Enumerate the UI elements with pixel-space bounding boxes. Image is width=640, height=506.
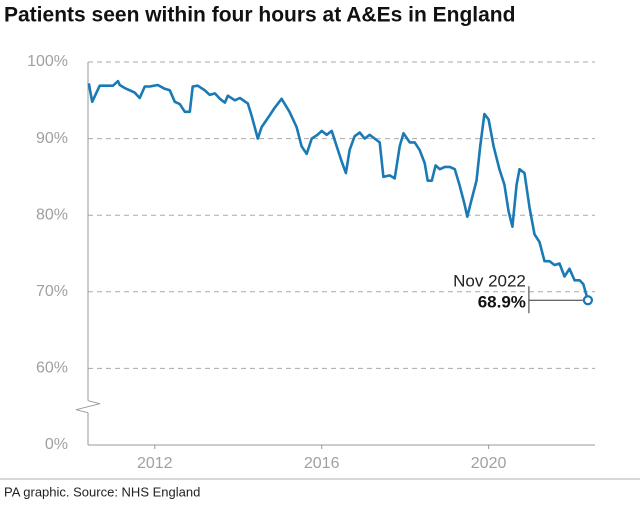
y-tick-label: 90% — [36, 130, 68, 147]
chart-title: Patients seen within four hours at A&Es … — [4, 4, 515, 27]
last-point — [582, 295, 594, 306]
x-tick-label: 2016 — [304, 455, 340, 472]
line — [87, 79, 590, 301]
annotation-value: 68.9% — [478, 293, 526, 312]
x-tick-label: 2020 — [471, 455, 507, 472]
y-tick-label: 0% — [45, 436, 68, 453]
y-tick-label: 70% — [36, 283, 68, 300]
x-tick-label: 2012 — [137, 455, 173, 472]
annotation-date: Nov 2022 — [453, 272, 526, 291]
source: PA graphic. Source: NHS England — [4, 484, 200, 499]
y-tick-label: 60% — [36, 360, 68, 377]
axis-break — [75, 400, 101, 414]
y-tick-label: 100% — [27, 53, 68, 70]
y-tick-label: 80% — [36, 206, 68, 223]
